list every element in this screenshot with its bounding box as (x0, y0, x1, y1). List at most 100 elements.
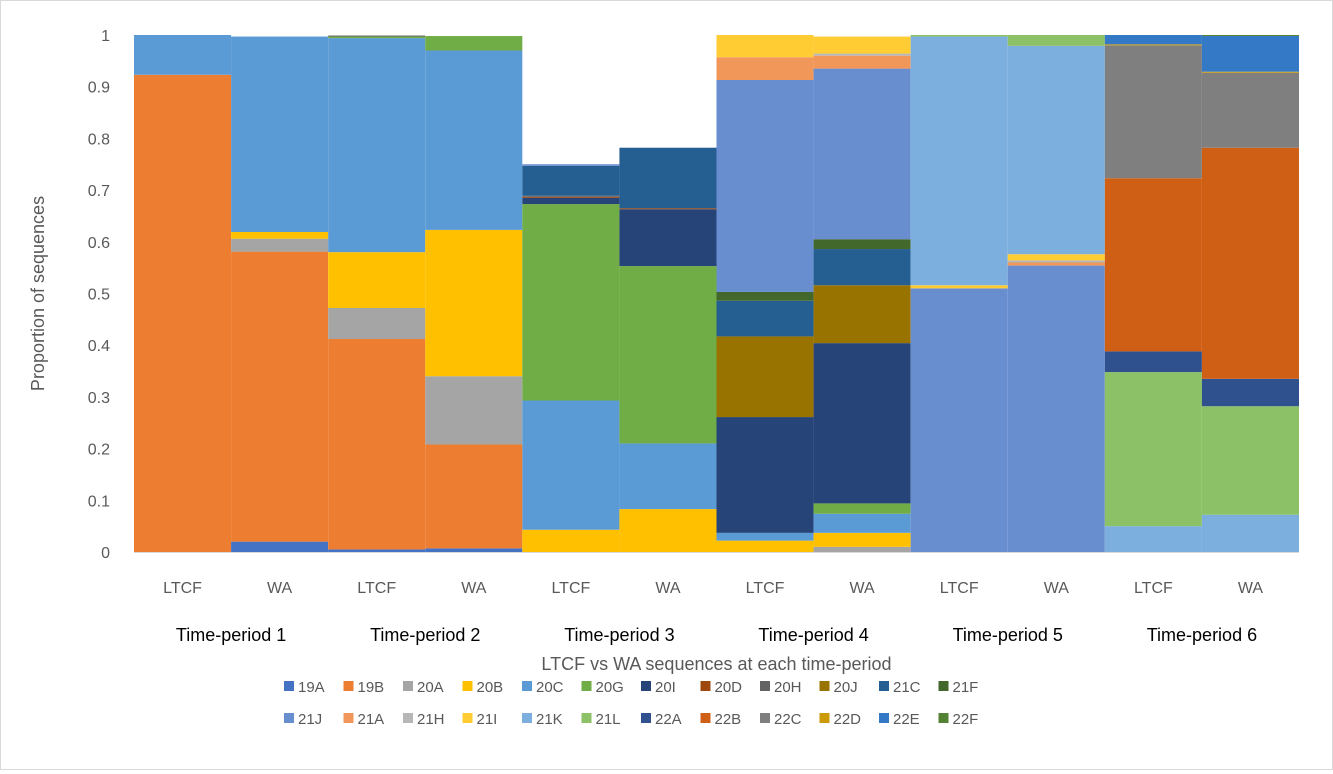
x-tick-label: WA (1238, 580, 1264, 597)
legend-label: 19A (298, 679, 325, 696)
legend-swatch (343, 713, 354, 723)
bar-segment (619, 209, 717, 267)
legend-swatch (522, 713, 532, 723)
bar-segment (619, 509, 717, 552)
legend-swatch (819, 681, 830, 691)
bar-segment (328, 36, 426, 39)
legend-swatch (760, 713, 770, 723)
y-tick-label: 0 (101, 545, 110, 562)
legend-label: 22D (834, 711, 862, 728)
legend-swatch (938, 713, 949, 723)
legend: 19A 19B 20A 20B 20C 20G 20I 20D 20H 20J 21C 21F 21J 2… (284, 679, 978, 728)
bar-segment (522, 529, 620, 552)
bar-segment (522, 197, 620, 205)
bar-segment (813, 546, 911, 552)
bar-segment (1104, 178, 1202, 352)
bar-segment (813, 285, 911, 344)
bar-segment (716, 79, 814, 292)
legend-swatch (462, 713, 473, 723)
bar-segment (1007, 254, 1105, 261)
bar-segment (910, 288, 1008, 552)
bar-segment (813, 343, 911, 504)
y-axis-title: Proportion of sequences (28, 196, 48, 391)
legend-label: 19B (358, 679, 385, 696)
x-tick-label: LTCF (746, 580, 785, 597)
x-tick-label: WA (850, 580, 876, 597)
bar-segment (425, 36, 523, 51)
bar-segment (910, 285, 1008, 289)
bar-segment (425, 444, 523, 549)
legend-label: 22A (655, 711, 682, 728)
bar-segment (134, 35, 232, 75)
bar-segment (328, 549, 426, 552)
bar-segment (425, 376, 523, 445)
legend-label: 21H (417, 711, 445, 728)
bar-segment (813, 239, 911, 250)
legend-swatch (581, 681, 592, 691)
y-tick-label: 1 (101, 28, 110, 45)
bar-segment (813, 503, 911, 514)
bar-segment (910, 35, 1008, 37)
bar-segment (716, 35, 814, 58)
legend-swatch (284, 681, 294, 691)
x-tick-label: LTCF (940, 580, 979, 597)
bar-segment (716, 540, 814, 552)
bar-segment (1007, 45, 1105, 255)
x-axis-title: LTCF vs WA sequences at each time-period (541, 654, 891, 674)
legend-swatch (403, 713, 413, 723)
bar-segment (1007, 265, 1105, 552)
bar-segment (910, 36, 1008, 286)
bar-segment (813, 532, 911, 547)
x-tick-label: WA (655, 580, 681, 597)
bar-segment (1201, 514, 1299, 552)
legend-label: 20D (715, 679, 743, 696)
bar-segment (716, 417, 814, 533)
legend-swatch (581, 713, 592, 723)
x-tick-label: LTCF (551, 580, 590, 597)
bar-segment (1104, 35, 1202, 45)
y-tick-label: 0.5 (88, 287, 110, 304)
bar-segment (522, 400, 620, 530)
bar-segment (1201, 378, 1299, 407)
bar-segment (813, 36, 911, 54)
bar-segment (619, 266, 717, 444)
y-tick-label: 0.8 (88, 131, 110, 148)
legend-swatch (641, 681, 651, 691)
legend-label: 21A (358, 711, 385, 728)
legend-label: 20J (834, 679, 858, 696)
group-labels: Time-period 1 Time-period 2 Time-period 3 T… (176, 625, 1257, 645)
x-tick-label: LTCF (163, 580, 202, 597)
bar-segment (231, 238, 329, 252)
bar-segment (231, 36, 329, 232)
bar-segment (813, 55, 911, 69)
legend-label: 21I (477, 711, 498, 728)
bar-segment (716, 336, 814, 418)
bar-segment (1007, 262, 1105, 266)
legend-swatch (462, 681, 473, 691)
y-tick-label: 0.2 (88, 442, 110, 459)
bar-segment (328, 307, 426, 339)
bar-segment (522, 204, 620, 401)
bar-segment (1201, 72, 1299, 148)
bar-segment (1201, 406, 1299, 515)
bar-segment (619, 147, 717, 209)
legend-swatch (760, 681, 770, 691)
group-label: Time-period 1 (176, 625, 286, 645)
y-axis-ticks: 0 0.1 0.2 0.3 0.4 0.5 0.6 0.7 0.8 0.9 1 (88, 28, 110, 562)
bar-segment (813, 68, 911, 240)
legend-swatch (700, 681, 711, 691)
bar-segment (522, 164, 620, 166)
category-labels: LTCF WA LTCF WA LTCF WA LTCF WA LTCF WA LTCF WA (163, 580, 1263, 597)
bar-segment (425, 50, 523, 230)
bar-segment (328, 252, 426, 308)
bar-segment (425, 229, 523, 377)
bar-segment (1201, 35, 1299, 37)
y-tick-label: 0.9 (88, 80, 110, 97)
legend-swatch (403, 681, 413, 691)
legend-label: 21L (596, 711, 621, 728)
bar-segment (1104, 526, 1202, 552)
bars-layer (134, 35, 1299, 552)
legend-label: 20C (536, 679, 564, 696)
group-label: Time-period 5 (953, 625, 1063, 645)
